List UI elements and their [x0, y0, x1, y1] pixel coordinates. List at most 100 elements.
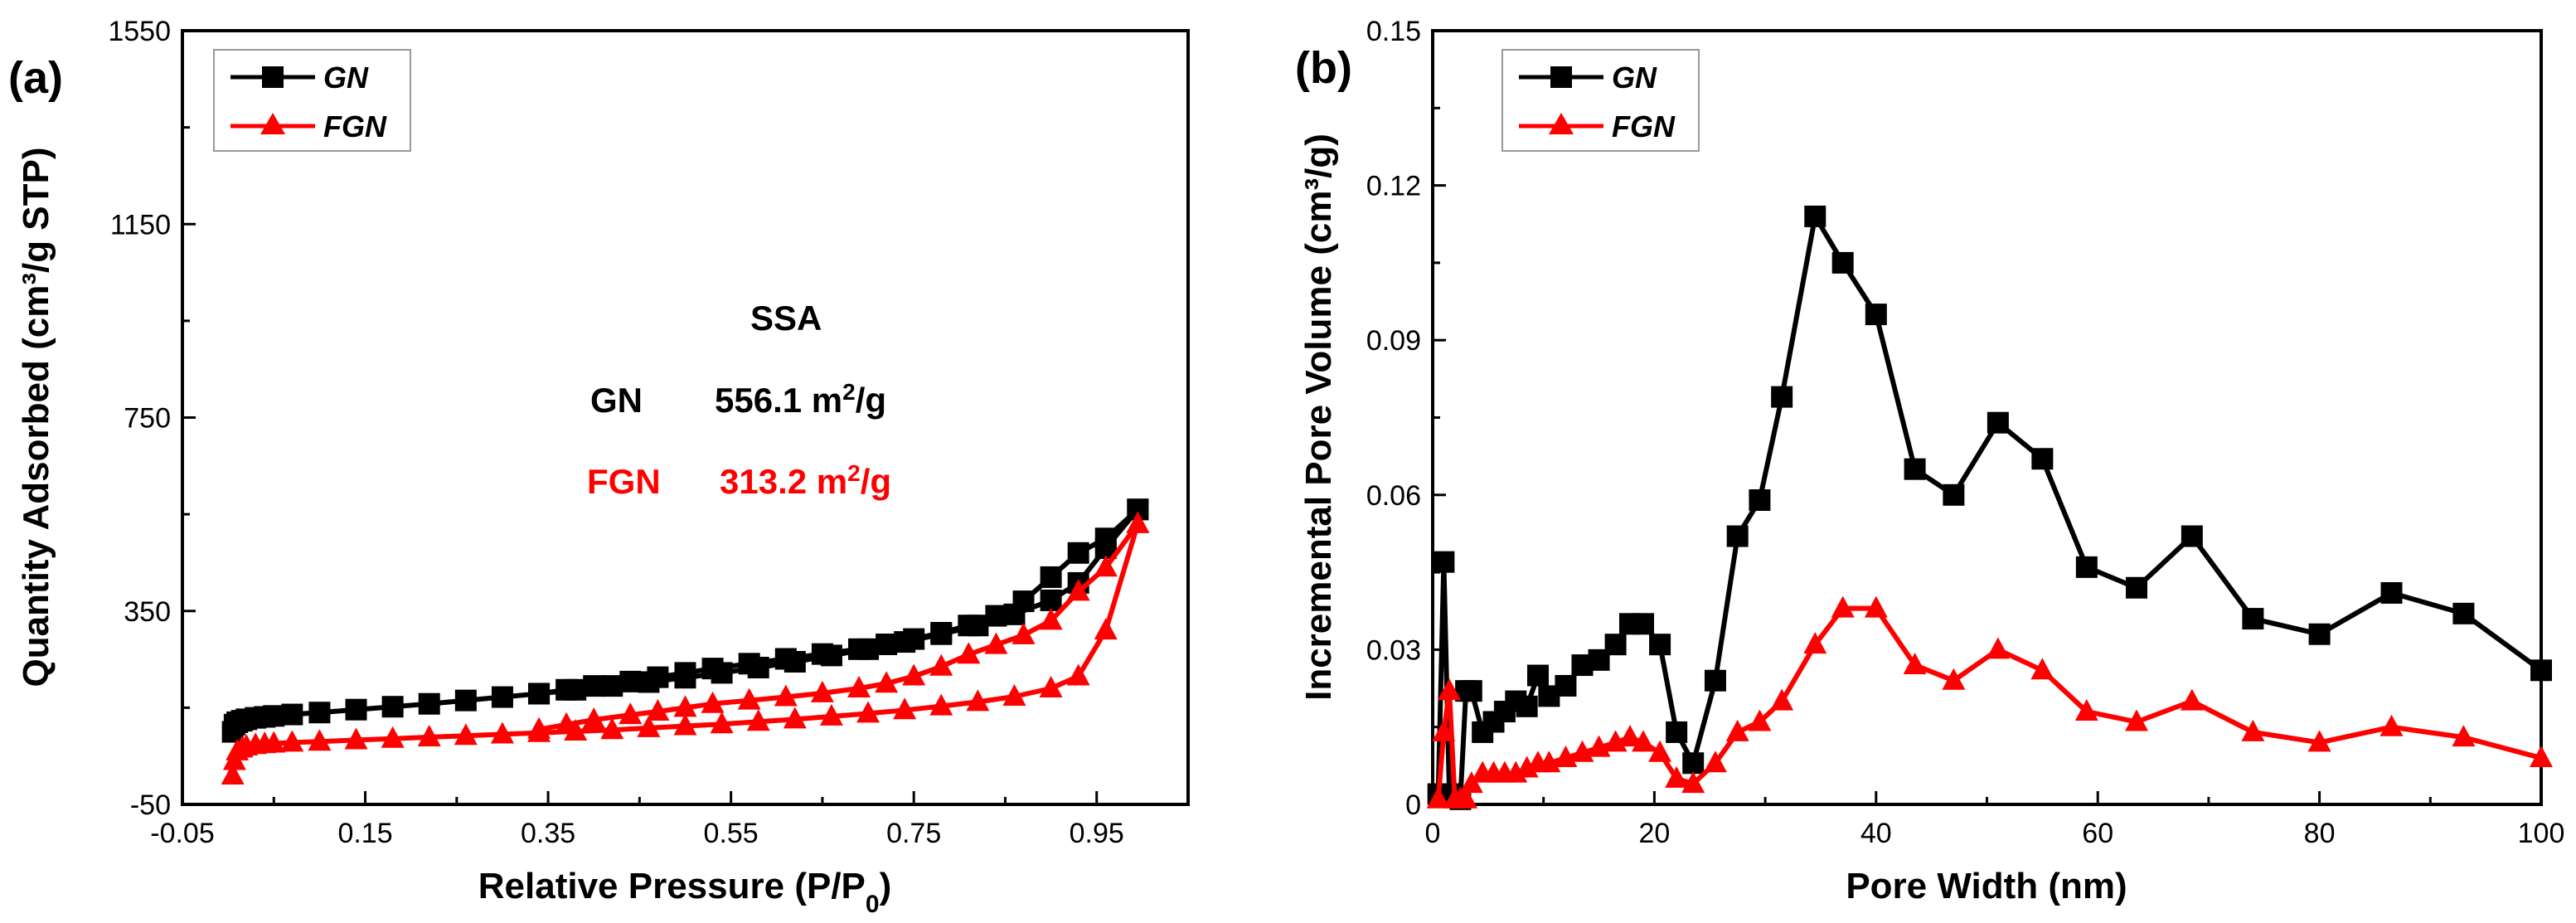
panel-b-fgn-point: [2030, 658, 2054, 680]
annotation-gn-value: 556.1 m2/g: [715, 379, 886, 420]
panel-b-series: [1426, 205, 2553, 810]
panel-a-fgn-desorption-point: [774, 684, 798, 707]
panel-b-fgn-point: [1864, 595, 1888, 618]
panel-a-fgn-desorption-point: [957, 642, 981, 664]
panel-b-gn-point: [1704, 669, 1726, 692]
panel-a-gn-adsorption-point: [281, 703, 303, 726]
panel-a-ytick-label: 1150: [110, 209, 171, 240]
annotation-fgn-label: FGN: [587, 462, 661, 501]
panel-a-gn-adsorption-point: [308, 702, 331, 724]
annotation-gn-label: GN: [590, 381, 643, 420]
panel-a-gn-desorption-point: [985, 605, 1007, 627]
panel-b-gn-point: [2031, 448, 2054, 470]
panel-b-xtick-label: 60: [2082, 818, 2113, 849]
panel-b-fgn-point: [1618, 725, 1642, 747]
panel-b-gn-point: [1632, 613, 1655, 635]
panel-b-fgn-point: [1831, 595, 1855, 618]
panel-a-fgn-adsorption-point: [746, 709, 770, 731]
panel-b-fgn-point: [2452, 725, 2476, 747]
panel-a-gn-desorption-point: [619, 670, 642, 692]
panel-b-fgn-point: [1632, 730, 1656, 752]
panel-b-gn-point: [1555, 674, 1577, 697]
legend-b-fgn-label: FGN: [1612, 109, 1676, 143]
panel-a-fgn-adsorption-point: [490, 721, 514, 744]
panel-a-fgn-desorption-point: [1039, 608, 1063, 630]
panel-a-fgn-adsorption-point: [344, 727, 368, 750]
panel-b-ytick-label: 0.06: [1366, 480, 1421, 512]
legend-a-fgn-marker: [260, 113, 285, 134]
panel-b-fgn-point: [1903, 653, 1927, 675]
panel-a-fgn-desorption-point: [902, 663, 926, 686]
panel-a-gn-adsorption-point: [345, 698, 367, 721]
panel-b-fgn-line: [1435, 605, 2542, 802]
panel-b-gn-point: [1943, 483, 1965, 506]
legend-b-gn-label: GN: [1612, 61, 1657, 95]
panel-b-fgn-point: [1454, 786, 1478, 809]
panel-a-xtick-label: 0.95: [1070, 818, 1124, 849]
panel-b-gn-point: [1649, 634, 1671, 656]
panel-a-fgn-adsorption-point: [262, 731, 286, 753]
panel-a-fgn-desorption-point: [929, 653, 953, 676]
panel-a-gn-adsorption-point: [1040, 589, 1062, 611]
panel-b-gn-point: [1604, 634, 1627, 656]
panel-a-fgn-desorption-point: [875, 671, 899, 693]
legend-a-gn-marker: [262, 66, 284, 88]
panel-a-gn-desorption-point: [903, 628, 925, 650]
panel-b-fgn-point: [1770, 688, 1794, 711]
panel-b-gn-point: [1726, 525, 1749, 547]
panel-a-gn-desorption-point: [876, 633, 898, 655]
panel-b-fgn-point: [2380, 714, 2404, 736]
panel-a-fgn-desorption-point: [673, 695, 697, 717]
panel-b-fgn-point: [1986, 637, 2010, 659]
panel-b-gn-point: [2075, 556, 2098, 578]
panel-b-gn-point: [1433, 551, 1455, 573]
panel-a-gn-desorption-point: [738, 653, 760, 675]
panel-b-gn-point: [1987, 411, 2009, 434]
panel-b-legend: GN FGN: [1501, 49, 1700, 152]
panel-a-fgn-desorption-point: [701, 691, 725, 713]
panel-a-fgn-adsorption-point: [308, 729, 332, 751]
panel-b: (b) 0 20 40 60 80 100 0 0.03 0.06 0.09 0.12 0.15 Po…: [1295, 16, 2564, 906]
panel-a-xtick-label: 0.15: [337, 818, 392, 849]
panel-a-fgn-adsorption-point: [710, 712, 734, 734]
legend-b-gn-marker: [1550, 66, 1572, 88]
panel-a-xtick-label: 0.75: [886, 818, 941, 849]
panel-b-gn-point: [1804, 205, 1826, 227]
panel-b-gn-point: [1527, 664, 1550, 687]
panel-a-fgn-adsorption-point: [637, 715, 661, 737]
panel-b-ytick-label: 0.09: [1366, 325, 1421, 357]
panel-a-gn-desorption-point: [528, 683, 551, 705]
panel-a-ytick-label: -50: [130, 789, 171, 821]
panel-a-fgn-desorption-point: [527, 717, 551, 739]
panel-b-gn-point: [1682, 752, 1705, 775]
panel-a-fgn-adsorption-point: [280, 730, 304, 752]
panel-b-gn-point: [2125, 576, 2147, 599]
panel-a-gn-desorption-point: [930, 621, 953, 644]
panel-a-fgn-adsorption-point: [1039, 676, 1063, 698]
legend-a-fgn-label: FGN: [323, 109, 387, 143]
panel-b-fgn-point: [2124, 709, 2148, 731]
panel-a-gn-desorption-point: [555, 678, 578, 701]
panel-b-xtick-label: 80: [2304, 818, 2336, 849]
panel-a-series: [221, 498, 1150, 785]
panel-a-fgn-adsorption-point: [454, 723, 478, 746]
panel-b-label: (b): [1295, 43, 1352, 93]
panel-b-fgn-point: [1432, 719, 1456, 741]
panel-b-xtick-label: 40: [1860, 818, 1892, 849]
panel-b-ticks: 0 20 40 60 80 100 0 0.03 0.06 0.09 0.12 0.15: [1366, 16, 2565, 849]
panel-a-ticks: -0.05 0.15 0.35 0.55 0.75 0.95 -50 350 750 1150 15…: [108, 16, 1123, 849]
panel-a-gn-adsorption-point: [454, 689, 477, 712]
panel-a-gn-desorption-point: [1040, 566, 1062, 588]
panel-a-gn-desorption-point: [701, 658, 724, 680]
panel-a-fgn-desorption-point: [646, 699, 670, 721]
panel-a-gn-desorption-point: [774, 648, 797, 670]
panel-b-gn-point: [2242, 608, 2264, 630]
panel-a-fgn-adsorption-point: [221, 763, 245, 785]
panel-b-gn-point: [1771, 386, 1793, 408]
panel-a-fgn-adsorption-point: [929, 693, 953, 716]
panel-a-fgn-desorption-point: [1126, 511, 1150, 533]
panel-b-gn-point: [2181, 525, 2203, 547]
panel-a-gn-adsorption-point: [263, 705, 285, 727]
panel-b-gn-line: [1435, 213, 2543, 802]
panel-a-xtick-label: 0.35: [521, 818, 575, 849]
